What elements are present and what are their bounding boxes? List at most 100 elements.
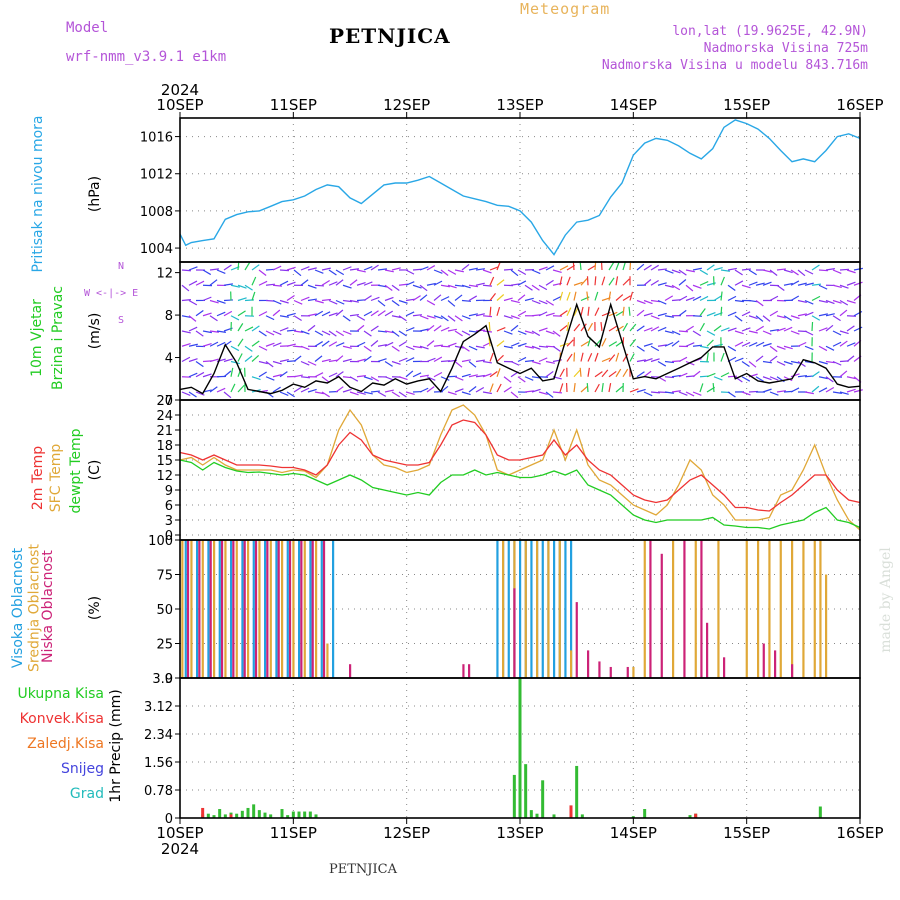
wind-barb xyxy=(818,284,828,290)
wind-barb xyxy=(293,355,302,362)
wind-barb xyxy=(727,284,736,292)
wind-barb xyxy=(496,327,506,332)
wind-barb xyxy=(230,383,236,393)
precip-total-bar xyxy=(580,814,584,818)
wind-barb xyxy=(636,371,645,378)
wind-barb xyxy=(426,357,436,363)
wind-barb xyxy=(503,386,512,393)
wind-barb xyxy=(636,309,645,317)
wind-barb xyxy=(370,325,379,332)
wind-barb xyxy=(300,330,310,335)
wind-barb xyxy=(440,376,450,381)
wind-barb xyxy=(748,342,758,347)
wind-barb xyxy=(797,313,807,317)
cloud-low-bar xyxy=(587,650,590,678)
wind-barb xyxy=(825,376,834,383)
wind-barb xyxy=(272,309,281,317)
wind-barb xyxy=(482,391,492,395)
wind-barb xyxy=(488,321,491,332)
wind-barb xyxy=(790,360,800,364)
wind-barb xyxy=(671,390,681,393)
wind-barb xyxy=(573,281,583,286)
wind-barb xyxy=(488,337,491,347)
precip-total-bar xyxy=(263,812,267,818)
wind-barb xyxy=(832,391,842,394)
wind-barb xyxy=(545,299,554,306)
wind-barb xyxy=(573,382,576,393)
wind-barb xyxy=(776,327,786,332)
wind-barb xyxy=(559,265,569,271)
precip-total-bar xyxy=(314,814,318,818)
wind-barb xyxy=(363,281,373,286)
wind-barb xyxy=(811,321,814,332)
wind-barb xyxy=(804,330,814,336)
wind-barb xyxy=(538,357,548,363)
cloud-high-bar xyxy=(252,540,255,678)
y-tick-label: 1016 xyxy=(140,131,173,146)
wind-barb xyxy=(762,376,772,381)
wind-barb xyxy=(391,267,401,271)
wind-barb xyxy=(587,264,597,271)
wind-barb xyxy=(251,376,261,381)
wind-barb xyxy=(496,354,504,362)
wind-barb xyxy=(727,375,738,378)
precip-total-bar xyxy=(206,813,210,818)
wind-barb xyxy=(629,338,637,347)
wind-barb xyxy=(244,355,253,362)
wind-barb xyxy=(286,266,296,271)
wind-barb xyxy=(762,315,771,322)
cloud-low-bar xyxy=(300,540,303,678)
wind-barb xyxy=(832,341,842,347)
wind-barb xyxy=(755,325,764,332)
wind-barb xyxy=(797,269,806,277)
wind-barb xyxy=(832,315,841,322)
wind-barb xyxy=(503,297,513,302)
wind-barb xyxy=(300,279,309,286)
cloud-high-bar xyxy=(309,540,312,678)
wind-barb xyxy=(510,391,519,399)
precip-conv-bar xyxy=(201,807,205,818)
wind-barb xyxy=(377,268,388,271)
wind-barb xyxy=(517,269,527,276)
wind-barb xyxy=(258,360,268,365)
cloud-low-bar xyxy=(683,540,686,678)
wind-barb xyxy=(727,311,737,317)
wind-barb xyxy=(685,296,695,302)
wind-barb xyxy=(531,299,541,305)
wind-barb xyxy=(230,367,234,377)
precip-legend-conv: Konvek.Kisa xyxy=(19,711,104,727)
wind-barb xyxy=(678,269,687,276)
wind-barb xyxy=(587,306,590,316)
wind-barb xyxy=(440,269,449,276)
wind-barb xyxy=(650,345,660,352)
wind-barb xyxy=(643,327,653,332)
precip-total-bar xyxy=(524,764,528,818)
cloud-mid-bar xyxy=(258,540,261,678)
wind-barb xyxy=(846,325,855,332)
x-tick-label-bottom: 10SEP xyxy=(156,824,203,842)
wind-barb xyxy=(720,291,723,301)
wind-barb xyxy=(797,361,806,368)
wind-barb xyxy=(678,295,688,302)
wind-barb xyxy=(825,345,835,351)
wind-barb xyxy=(286,281,296,286)
wind-barb xyxy=(328,299,338,305)
wind-barb xyxy=(650,299,661,303)
wind-barb xyxy=(517,294,526,301)
wind-barb xyxy=(328,341,338,347)
wind-barb xyxy=(398,391,407,398)
y-tick-label: 12 xyxy=(156,267,173,282)
precip-conv-bar xyxy=(229,814,233,818)
wind-barb xyxy=(440,315,449,322)
wind-barb xyxy=(608,383,612,393)
precip-total-bar xyxy=(235,813,239,818)
compass-we: W <-|-> E xyxy=(84,288,139,299)
wind-barb xyxy=(615,385,624,393)
cloud-mid-bar xyxy=(717,540,720,678)
wind-barb xyxy=(370,390,381,393)
precip-total-bar xyxy=(297,811,301,818)
wind-barb xyxy=(391,300,400,307)
wind-barb xyxy=(258,371,267,378)
wind-barb xyxy=(370,310,379,317)
wind-barb xyxy=(699,281,709,286)
